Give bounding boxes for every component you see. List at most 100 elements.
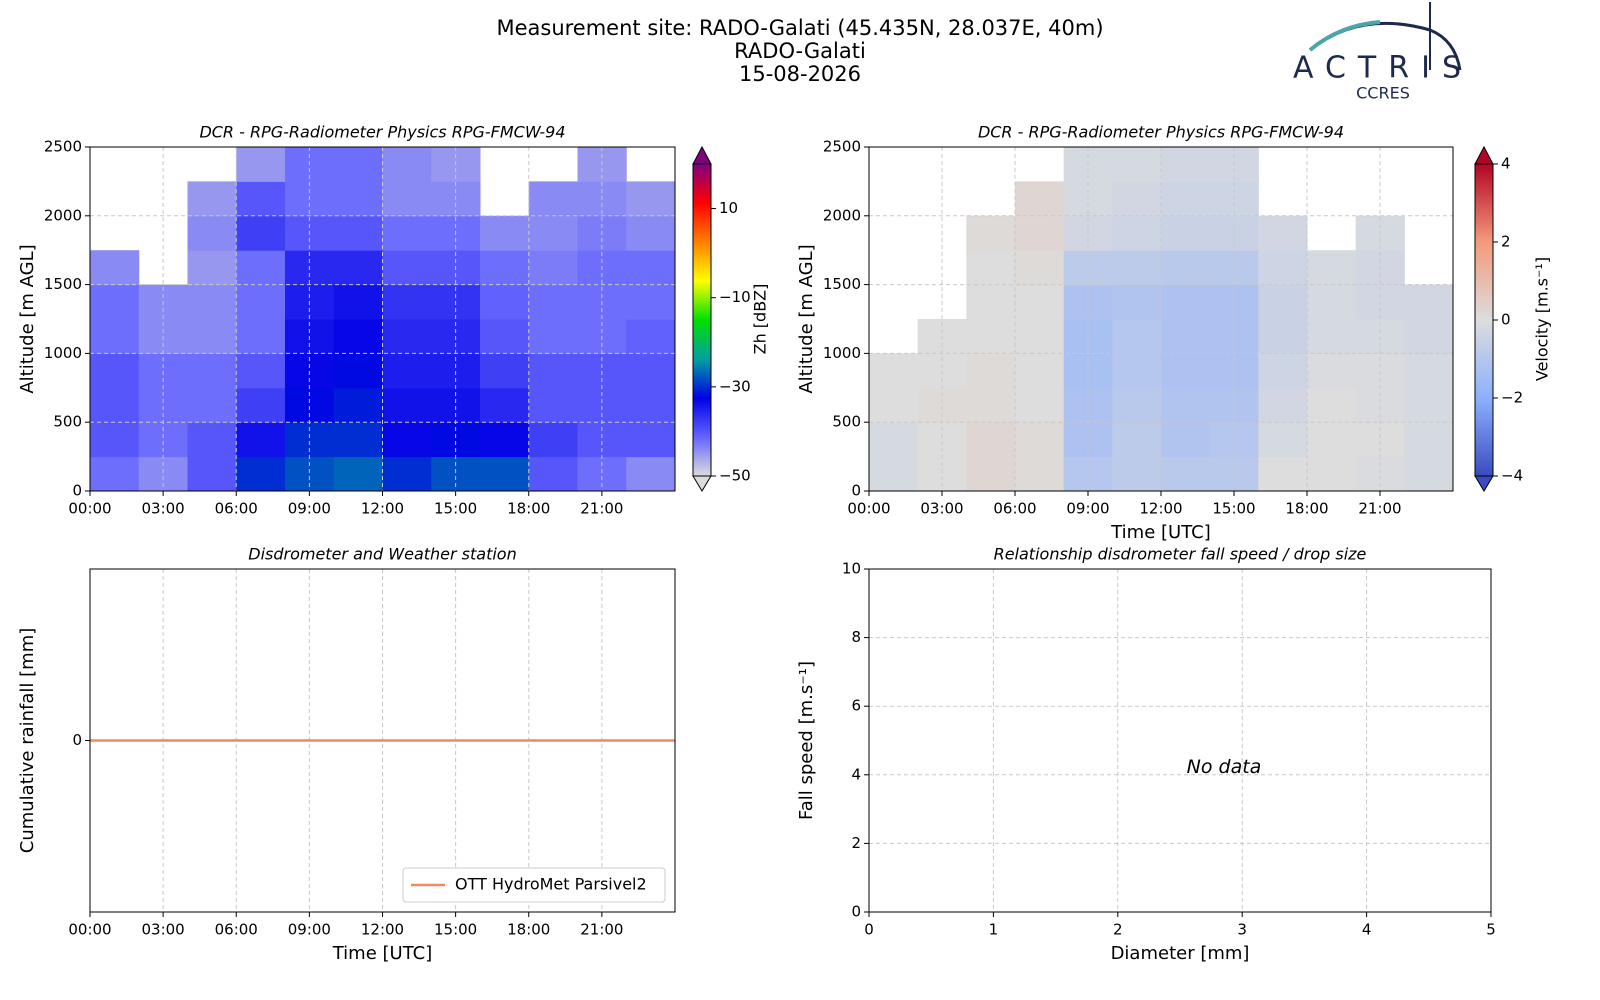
x-tick-label: 18:00 <box>1285 500 1328 518</box>
heatmap-cell <box>480 284 530 320</box>
y-tick-label: 1500 <box>823 275 861 293</box>
heatmap-cell <box>1258 250 1308 286</box>
heatmap-cell <box>1258 319 1308 354</box>
chart-panel: Relationship disdrometer fall speed / dr… <box>796 545 1496 965</box>
heatmap-cell <box>90 250 140 286</box>
heatmap-cell <box>382 422 432 458</box>
colorbar-extend-top <box>1474 145 1494 165</box>
heatmap-cell <box>1404 284 1454 320</box>
x-tick-label: 03:00 <box>920 500 963 518</box>
colorbar-frame <box>692 163 712 477</box>
x-tick-label: 03:00 <box>142 921 185 939</box>
heatmap-cell <box>966 353 1016 389</box>
x-tick-label: 09:00 <box>1066 500 1109 518</box>
y-axis-label: Altitude [m AGL] <box>17 244 38 393</box>
heatmap-cell <box>480 422 530 458</box>
heatmap-cell <box>1112 215 1162 251</box>
heatmap-cell <box>869 353 919 389</box>
heatmap-cell <box>1161 319 1211 354</box>
heatmap-cell <box>480 387 530 423</box>
heatmap-cell <box>1015 215 1065 251</box>
heatmap-cell <box>626 181 676 217</box>
heatmap-cell <box>480 250 530 286</box>
y-tick-label: 2 <box>851 834 861 852</box>
annotation: No data <box>1187 756 1262 778</box>
heatmap-cell <box>382 147 432 182</box>
heatmap-cell <box>1404 353 1454 389</box>
heatmap-cell <box>966 387 1016 423</box>
y-tick-label: 2500 <box>823 138 861 156</box>
x-axis-label: Time [UTC] <box>332 943 433 964</box>
heatmap-cell <box>1112 284 1162 320</box>
y-tick-label: 8 <box>851 628 861 646</box>
heatmap-cell <box>1112 319 1162 354</box>
heatmap-cell <box>90 422 140 458</box>
heatmap-cell <box>187 319 237 354</box>
colorbar-tick-label: 10 <box>719 199 738 217</box>
x-axis-label: Diameter [mm] <box>1111 943 1250 964</box>
y-axis-label: Fall speed [m.s⁻¹] <box>796 661 817 820</box>
heatmap-cell <box>382 456 432 492</box>
heatmap-cell <box>333 319 383 354</box>
heatmap-cell <box>1307 422 1357 458</box>
heatmap-cell <box>480 215 530 251</box>
chart-title: DCR - RPG-Radiometer Physics RPG-FMCW-94 <box>199 123 565 142</box>
heatmap-cell <box>187 250 237 286</box>
heatmap-cell <box>528 387 578 423</box>
heatmap-cell <box>382 181 432 217</box>
heatmap-cell <box>480 456 530 492</box>
y-tick-label: 4 <box>851 765 861 783</box>
x-tick-label: 21:00 <box>1358 500 1401 518</box>
x-tick-label: 1 <box>989 921 999 939</box>
x-tick-label: 15:00 <box>434 500 477 518</box>
heatmap-cell <box>869 422 919 458</box>
heatmap-cell <box>236 387 286 423</box>
heatmap-cell <box>236 284 286 320</box>
heatmap-cell <box>1161 250 1211 286</box>
colorbar-tick-label: 2 <box>1501 233 1511 251</box>
x-tick-label: 06:00 <box>215 921 258 939</box>
heatmap-cell <box>528 319 578 354</box>
y-tick-label: 2000 <box>823 206 861 224</box>
x-tick-label: 06:00 <box>215 500 258 518</box>
heatmap-cell <box>626 456 676 492</box>
heatmap-cell <box>1112 387 1162 423</box>
heatmap-cell <box>382 284 432 320</box>
chart-panel: Disdrometer and Weather station 00:00 03:0… <box>17 545 676 964</box>
colorbar-tick-label: −4 <box>1501 467 1523 485</box>
x-tick-label: 06:00 <box>993 500 1036 518</box>
heatmap-cell <box>382 319 432 354</box>
x-tick-label: 18:00 <box>507 500 550 518</box>
heatmap-cell <box>1112 147 1162 182</box>
heatmap-cell <box>626 422 676 458</box>
heatmap-cell <box>528 215 578 251</box>
heatmap-cell <box>1404 422 1454 458</box>
heatmap-cell <box>1015 319 1065 354</box>
heatmap-cell <box>382 353 432 389</box>
y-tick-label: 0 <box>851 903 861 921</box>
colorbar-label: Zh [dBZ] <box>751 284 770 355</box>
logo: ACTRIS CCRES <box>1293 2 1462 103</box>
x-tick-label: 09:00 <box>288 500 331 518</box>
x-tick-label: 21:00 <box>580 500 623 518</box>
heatmap-cell <box>966 319 1016 354</box>
heatmap-cell <box>236 422 286 458</box>
heatmap-cell <box>333 181 383 217</box>
chart-title: DCR - RPG-Radiometer Physics RPG-FMCW-94 <box>978 123 1344 142</box>
heatmap-cell <box>236 250 286 286</box>
heatmap-cell <box>187 422 237 458</box>
x-tick-label: 15:00 <box>434 921 477 939</box>
x-tick-label: 12:00 <box>1139 500 1182 518</box>
y-tick-label: 0 <box>72 731 82 749</box>
logo-sub: CCRES <box>1356 84 1410 103</box>
heatmap-cell <box>869 456 919 492</box>
heatmap-cell <box>1258 456 1308 492</box>
colorbar-tick-label: −2 <box>1501 389 1523 407</box>
heatmap-cell <box>626 387 676 423</box>
x-tick-label: 0 <box>864 921 874 939</box>
heatmap-cell <box>966 422 1016 458</box>
heatmap-cell <box>333 456 383 492</box>
x-tick-label: 09:00 <box>288 921 331 939</box>
heatmap-cell <box>1258 422 1308 458</box>
y-tick-label: 500 <box>53 413 82 431</box>
